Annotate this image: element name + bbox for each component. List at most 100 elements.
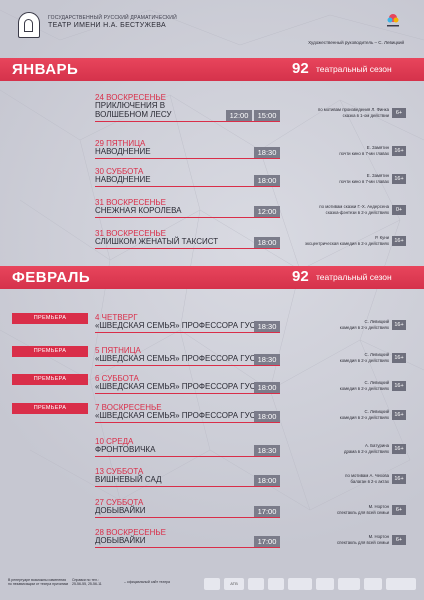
- footer-note-2: по независящим от театра причинам: [8, 582, 68, 586]
- header: ГОСУДАРСТВЕННЫЙ РУССКИЙ ДРАМАТИЧЕСКИЙ ТЕ…: [0, 0, 424, 56]
- event-title: ПРИКЛЮЧЕНИЯ В: [95, 101, 166, 110]
- event-description: комедия в 2-х действиях: [339, 414, 389, 420]
- age-rating-badge: 6+: [392, 505, 406, 515]
- month-bar: ФЕВРАЛЬ 92 театральный сезон: [0, 266, 424, 289]
- footer-site: – официальный сайт театра: [124, 580, 170, 584]
- event-description: С. Левицкий: [364, 319, 389, 324]
- month-bar: ЯНВАРЬ 92 театральный сезон: [0, 58, 424, 81]
- event-description: С. Левицкий: [364, 380, 389, 385]
- event-date: 31 ВОСКРЕСЕНЬЕ: [95, 229, 166, 238]
- event-title: ВОЛШЕБНОМ ЛЕСУ: [95, 110, 172, 119]
- footer: В репертуаре возможны изменения по незав…: [0, 574, 424, 600]
- event-date: 7 ВОСКРЕСЕНЬЕ: [95, 403, 162, 412]
- event-underline: [95, 486, 280, 487]
- event-title: НАВОДНЕНИЕ: [95, 175, 151, 184]
- event-title: ДОБЫВАЙКИ: [95, 506, 146, 515]
- event-description: спектакль для всей семьи: [336, 539, 389, 545]
- event-underline: [95, 332, 280, 333]
- event-date: 28 ВОСКРЕСЕНЬЕ: [95, 528, 166, 537]
- footer-contacts-2: 25-56-55, 25-56-11: [72, 582, 102, 586]
- event-underline: [95, 393, 280, 394]
- age-rating-badge: 6+: [392, 108, 406, 118]
- event-description: М. Нортон: [368, 534, 389, 539]
- event-description: почти кино в 7-ми главах: [339, 150, 389, 156]
- event-time: 18:00: [254, 411, 280, 422]
- footer-note-1: В репертуаре возможны изменения: [8, 578, 67, 582]
- season-label: театральный сезон: [316, 64, 392, 74]
- event-description: комедия в 2-х действиях: [339, 357, 389, 363]
- event-description: М. Нортон: [368, 504, 389, 509]
- partner-logo-5: [288, 578, 312, 590]
- age-rating-badge: 16+: [392, 444, 406, 454]
- age-rating-badge: 16+: [392, 353, 406, 363]
- season-label: театральный сезон: [316, 272, 392, 282]
- event-description: Р. Куни: [375, 235, 389, 240]
- event-title: СЛИШКОМ ЖЕНАТЫЙ ТАКСИСТ: [95, 237, 219, 246]
- event-date: 10 СРЕДА: [95, 437, 134, 446]
- event-title: ВИШНЕВЫЙ САД: [95, 475, 162, 484]
- artistic-director: Художественный руководитель – С. Левицки…: [308, 40, 404, 45]
- event-underline: [95, 365, 280, 366]
- age-rating-badge: 6+: [392, 535, 406, 545]
- premiere-badge: ПРЕМЬЕРА: [12, 403, 88, 414]
- partner-logo-8: [364, 578, 382, 590]
- event-description: С. Левицкий: [364, 352, 389, 357]
- event-description: спектакль для всей семьи: [336, 509, 389, 515]
- event-underline: [95, 186, 280, 187]
- event-underline: [95, 248, 280, 249]
- event-time: 18:00: [254, 475, 280, 486]
- event-time: 18:00: [254, 382, 280, 393]
- event-description: балаган в 2-х актах: [350, 478, 390, 484]
- event-description: сказка в 1-ом действии: [342, 112, 389, 118]
- event-date: 24 ВОСКРЕСЕНЬЕ: [95, 93, 166, 102]
- event-description: почти кино в 7-ми главах: [339, 178, 389, 184]
- partner-logo: [387, 14, 399, 27]
- event-date: 13 СУББОТА: [95, 467, 144, 476]
- event-description: комедия в 2-х действиях: [339, 324, 389, 330]
- month-name: ФЕВРАЛЬ: [12, 269, 91, 286]
- theatre-subtitle: ГОСУДАРСТВЕННЫЙ РУССКИЙ ДРАМАТИЧЕСКИЙ: [48, 15, 177, 21]
- event-time: 18:00: [254, 237, 280, 248]
- event-title: «ШВЕДСКАЯ СЕМЬЯ» ПРОФЕССОРА ГУСТАФА: [95, 354, 277, 363]
- event-time: 17:00: [254, 536, 280, 547]
- event-date: 5 ПЯТНИЦА: [95, 346, 141, 355]
- partner-logo-1: [204, 578, 220, 590]
- event-title: «ШВЕДСКАЯ СЕМЬЯ» ПРОФЕССОРА ГУСТАФА: [95, 321, 277, 330]
- event-time: 18:30: [254, 321, 280, 332]
- partner-logo-3: [248, 578, 264, 590]
- event-underline: [95, 547, 280, 548]
- partner-logo-6: [316, 578, 334, 590]
- event-title: «ШВЕДСКАЯ СЕМЬЯ» ПРОФЕССОРА ГУСТАФА: [95, 411, 277, 420]
- event-underline: [95, 121, 280, 122]
- event-description: по мотивам произведения Л. Финка: [317, 107, 389, 112]
- event-time: 18:00: [254, 175, 280, 186]
- age-rating-badge: 16+: [392, 146, 406, 156]
- event-underline: [95, 517, 280, 518]
- event-description: эксцентрическая комедия в 2-х действиях: [304, 240, 389, 246]
- event-description: по мотивам А. Чехова: [345, 473, 389, 478]
- partner-logo-7: [338, 578, 360, 590]
- age-rating-badge: 16+: [392, 410, 406, 420]
- event-time: 17:00: [254, 506, 280, 517]
- event-description: Е. Замятин: [366, 145, 389, 150]
- event-time: 18:30: [254, 354, 280, 365]
- age-rating-badge: 16+: [392, 174, 406, 184]
- event-time: 15:00: [254, 110, 280, 121]
- event-description: сказка-фэнтези в 2-х действиях: [325, 209, 389, 215]
- event-date: 30 СУББОТА: [95, 167, 144, 176]
- event-underline: [95, 456, 280, 457]
- theatre-name: ТЕАТР ИМЕНИ Н.А. БЕСТУЖЕВА: [48, 22, 166, 29]
- event-title: НАВОДНЕНИЕ: [95, 147, 151, 156]
- theatre-logo: [18, 12, 40, 38]
- season-number: 92: [292, 268, 309, 285]
- age-rating-badge: 16+: [392, 320, 406, 330]
- event-description: Е. Замятин: [366, 173, 389, 178]
- premiere-badge: ПРЕМЬЕРА: [12, 346, 88, 357]
- partner-logo-2: ATB: [224, 578, 244, 590]
- event-time: 12:00: [226, 110, 252, 121]
- footer-contacts-1: Справки по тел.:: [72, 578, 99, 582]
- partner-logo-9: [386, 578, 416, 590]
- event-date: 6 СУББОТА: [95, 374, 139, 383]
- season-number: 92: [292, 60, 309, 77]
